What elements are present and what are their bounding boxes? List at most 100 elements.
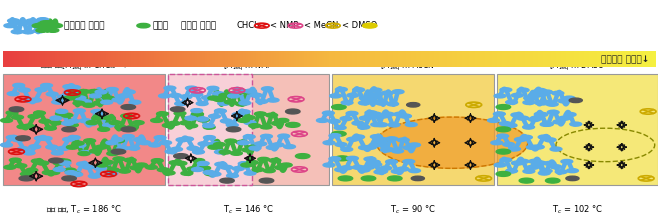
- Circle shape: [411, 176, 424, 181]
- Circle shape: [151, 118, 163, 122]
- Circle shape: [336, 87, 347, 91]
- Circle shape: [346, 112, 358, 116]
- Circle shape: [63, 96, 75, 100]
- Circle shape: [517, 159, 529, 163]
- Circle shape: [376, 169, 388, 173]
- Circle shape: [103, 123, 114, 127]
- Circle shape: [45, 126, 57, 130]
- Circle shape: [78, 89, 89, 93]
- Circle shape: [376, 114, 388, 118]
- Circle shape: [68, 93, 80, 97]
- Circle shape: [20, 172, 32, 176]
- Circle shape: [78, 152, 89, 156]
- Circle shape: [15, 21, 27, 25]
- Circle shape: [392, 90, 404, 94]
- Circle shape: [113, 157, 125, 161]
- Circle shape: [64, 168, 76, 172]
- Circle shape: [364, 157, 376, 161]
- Circle shape: [160, 141, 172, 145]
- Circle shape: [175, 161, 187, 165]
- Circle shape: [86, 121, 98, 125]
- Circle shape: [335, 142, 347, 147]
- Circle shape: [517, 88, 529, 92]
- Circle shape: [358, 125, 370, 129]
- Circle shape: [341, 101, 353, 105]
- FancyBboxPatch shape: [497, 74, 658, 185]
- Circle shape: [261, 87, 273, 91]
- Circle shape: [193, 159, 205, 163]
- Circle shape: [376, 138, 388, 142]
- Circle shape: [121, 127, 136, 132]
- Circle shape: [505, 169, 518, 173]
- Circle shape: [376, 123, 388, 127]
- Circle shape: [100, 161, 112, 165]
- Circle shape: [70, 172, 82, 176]
- Circle shape: [239, 101, 251, 105]
- Circle shape: [247, 145, 259, 149]
- Circle shape: [63, 85, 75, 89]
- Circle shape: [255, 142, 266, 146]
- Circle shape: [176, 138, 188, 142]
- Circle shape: [191, 167, 203, 171]
- Circle shape: [46, 92, 58, 96]
- Circle shape: [175, 102, 187, 106]
- Circle shape: [9, 158, 21, 162]
- Circle shape: [392, 169, 403, 173]
- Circle shape: [269, 159, 281, 163]
- Circle shape: [405, 123, 417, 127]
- Circle shape: [157, 112, 168, 116]
- Circle shape: [89, 149, 101, 153]
- Circle shape: [26, 168, 38, 172]
- Circle shape: [230, 151, 242, 155]
- Circle shape: [203, 170, 215, 174]
- Circle shape: [365, 93, 376, 97]
- Circle shape: [226, 123, 238, 127]
- Circle shape: [232, 113, 244, 117]
- Circle shape: [520, 135, 532, 139]
- Circle shape: [382, 147, 394, 151]
- Circle shape: [198, 142, 210, 146]
- Circle shape: [53, 167, 65, 171]
- Circle shape: [163, 171, 175, 175]
- Circle shape: [544, 161, 556, 165]
- Circle shape: [494, 112, 505, 116]
- Circle shape: [544, 138, 556, 142]
- Circle shape: [203, 136, 215, 140]
- Circle shape: [540, 122, 552, 126]
- Circle shape: [549, 165, 561, 169]
- Circle shape: [225, 139, 237, 143]
- Circle shape: [42, 171, 54, 175]
- Circle shape: [123, 90, 135, 94]
- Circle shape: [547, 110, 559, 114]
- Circle shape: [121, 105, 136, 109]
- Circle shape: [258, 157, 270, 161]
- Text: 이중블록 고분자: 이중블록 고분자: [64, 21, 105, 30]
- Circle shape: [523, 101, 535, 105]
- Circle shape: [409, 169, 420, 173]
- Circle shape: [18, 21, 30, 25]
- Circle shape: [112, 98, 124, 102]
- Circle shape: [7, 92, 19, 96]
- Circle shape: [555, 170, 567, 174]
- Circle shape: [89, 94, 101, 98]
- Circle shape: [30, 98, 41, 102]
- Circle shape: [16, 136, 30, 141]
- Circle shape: [215, 109, 226, 113]
- Circle shape: [107, 152, 118, 156]
- Circle shape: [214, 142, 226, 147]
- Circle shape: [68, 119, 80, 123]
- Circle shape: [361, 176, 376, 181]
- Circle shape: [40, 136, 52, 140]
- Circle shape: [238, 118, 249, 122]
- Circle shape: [232, 167, 244, 171]
- Circle shape: [528, 118, 540, 122]
- Circle shape: [550, 147, 562, 151]
- Circle shape: [68, 136, 80, 140]
- Circle shape: [499, 122, 511, 126]
- Circle shape: [386, 137, 398, 141]
- Circle shape: [226, 127, 241, 132]
- Circle shape: [213, 97, 225, 101]
- Circle shape: [213, 92, 224, 96]
- Circle shape: [370, 123, 383, 127]
- Circle shape: [563, 96, 575, 100]
